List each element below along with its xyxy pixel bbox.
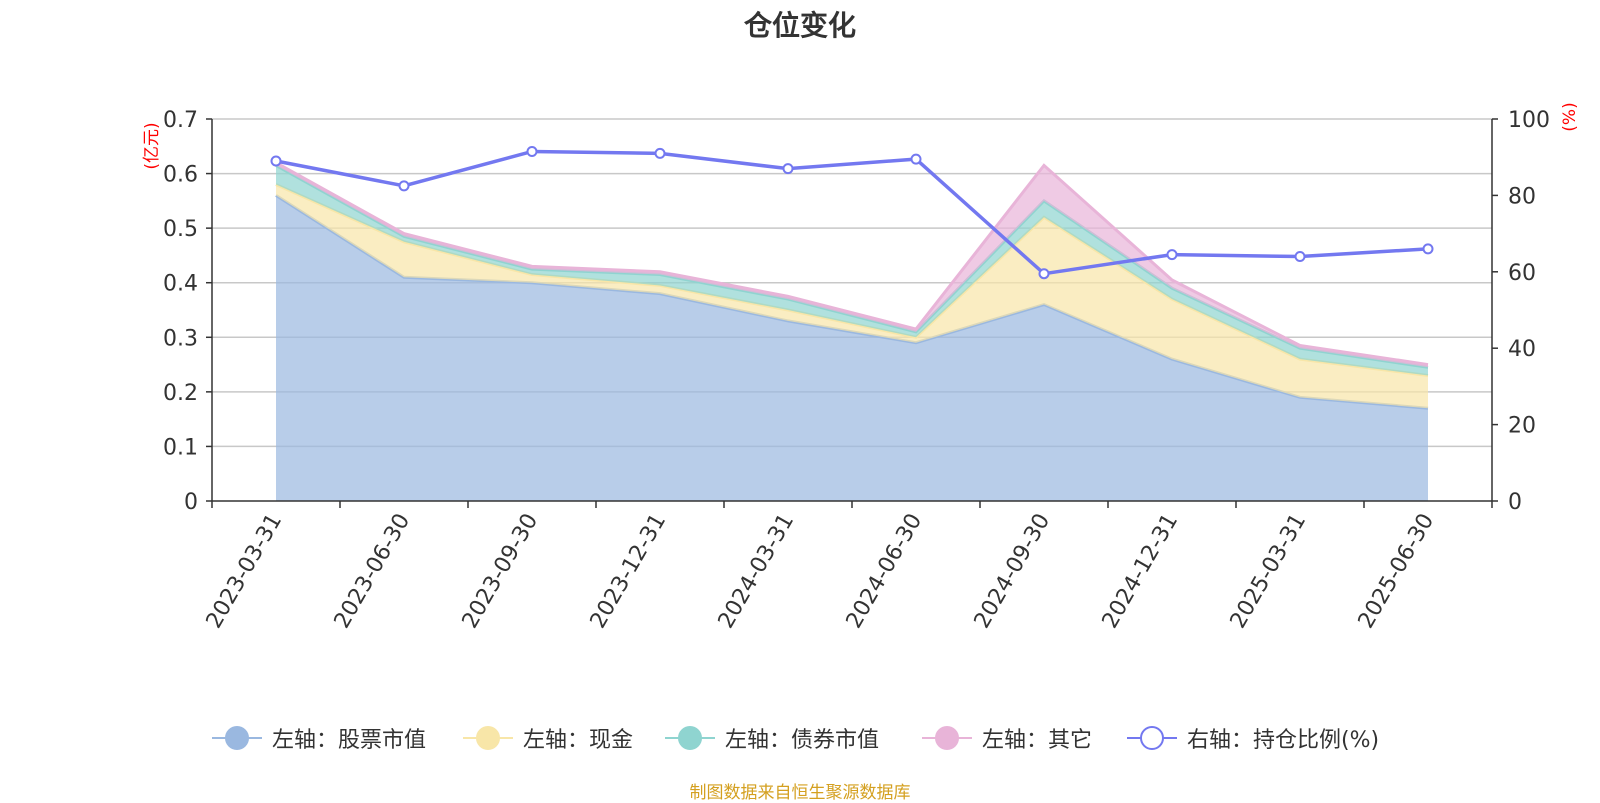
left-tick-label: 0.5 [163,217,198,242]
line-point [782,163,794,175]
x-tick-label: 2024-03-31 [714,510,800,633]
right-axis-unit: (%) [1560,102,1580,131]
legend-item[interactable]: 左轴：其它 [922,720,1092,756]
left-tick-label: 0.3 [163,326,198,351]
right-tick-label: 100 [1508,108,1550,133]
x-tick-label: 2023-03-31 [202,510,288,633]
legend-marker-icon [212,726,262,750]
right-tick-label: 60 [1508,261,1536,286]
right-tick-label: 20 [1508,414,1536,439]
legend-label: 右轴：持仓比例(%) [1187,728,1380,753]
legend-label: 左轴：其它 [982,728,1093,753]
line-series [275,149,1429,276]
line-point [398,180,410,192]
left-tick-label: 0.1 [163,435,198,460]
area-edge-series-4 [275,161,1429,367]
legend-label: 左轴：股票市值 [272,728,427,753]
x-tick-label: 2023-09-30 [458,510,544,633]
source-note: 制图数据来自恒生聚源数据库 [689,783,911,803]
right-tick-label: 0 [1508,490,1522,515]
line-point [1294,251,1306,263]
right-tick-label: 40 [1508,337,1536,362]
x-tick-label: 2025-06-30 [1354,510,1440,633]
line-point [270,155,282,167]
legend-marker-icon [922,726,972,750]
legend-item[interactable]: 右轴：持仓比例(%) [1127,720,1379,756]
legend-item[interactable]: 左轴：股票市值 [212,720,426,756]
area-series-3 [276,165,1428,376]
x-tick-label: 2023-06-30 [330,510,416,633]
x-tick-label: 2025-03-31 [1226,510,1312,633]
line-point [1038,268,1050,280]
legend-item[interactable]: 左轴：现金 [463,720,633,756]
legend-marker-icon [665,726,715,750]
legend-marker-icon [463,726,513,750]
x-tick-label: 2024-12-31 [1098,510,1184,633]
chart-title: 仓位变化 [743,9,856,42]
left-tick-label: 0.6 [163,163,198,188]
line-point [526,145,538,157]
x-tick-label: 2024-06-30 [842,510,928,633]
line-point [1422,243,1434,255]
left-tick-label: 0.7 [163,108,198,133]
legend-label: 左轴：现金 [523,728,634,753]
left-axis-unit: (亿元) [142,122,162,169]
area-series-1 [276,195,1428,501]
area-series-2 [276,184,1428,409]
line-point [1166,249,1178,261]
left-tick-label: 0 [184,490,198,515]
line-point [654,147,666,159]
right-tick-label: 80 [1508,184,1536,209]
line-point [910,153,922,165]
legend-item[interactable]: 左轴：债券市值 [665,720,879,756]
left-tick-label: 0.4 [163,272,198,297]
x-tick-label: 2023-12-31 [586,510,672,633]
legend-label: 左轴：债券市值 [725,728,880,753]
left-tick-label: 0.2 [163,381,198,406]
legend-marker-icon [1127,726,1177,750]
x-tick-label: 2024-09-30 [970,510,1056,633]
